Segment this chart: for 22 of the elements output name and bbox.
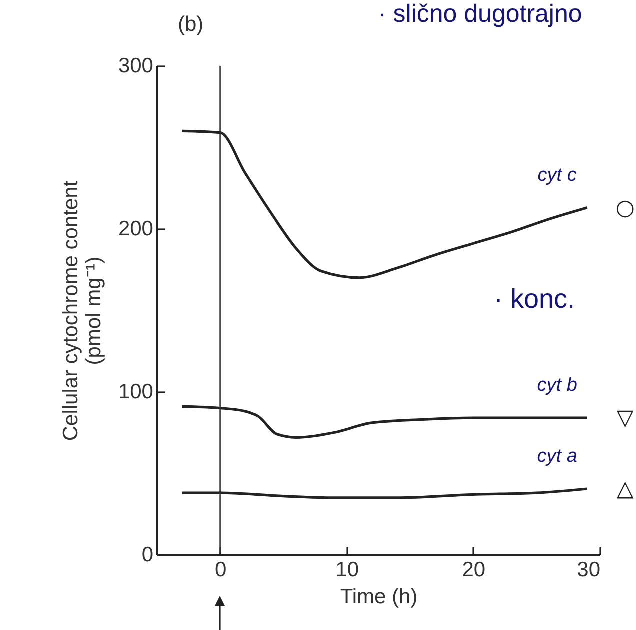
chart-title: (b) bbox=[178, 13, 204, 36]
line-series bbox=[181, 488, 589, 500]
x-axis-title: Time (h) bbox=[340, 586, 418, 608]
series-label: cyt a bbox=[537, 446, 578, 467]
annotation: · konc. bbox=[494, 284, 576, 315]
text: ○ bbox=[616, 196, 635, 221]
line-series bbox=[181, 405, 589, 439]
x-tick-label: 20 bbox=[462, 558, 486, 582]
y-tick-label: 300 bbox=[118, 54, 154, 78]
y-axis-title: Cellular cytochrome content (pmol mg⁻¹) bbox=[59, 180, 106, 442]
y-tick-label: 200 bbox=[118, 218, 154, 240]
series-label: cyt c bbox=[538, 164, 578, 186]
y-tick-label: 100 bbox=[118, 380, 154, 404]
text: ▽ bbox=[616, 406, 634, 432]
x-tick-label: 0 bbox=[214, 558, 227, 582]
x-tick-label: 10 bbox=[336, 558, 360, 582]
series-label: cyt b bbox=[537, 375, 578, 396]
x-tick-label: 30 bbox=[577, 558, 600, 582]
text: · slično dugotrajno bbox=[378, 0, 582, 29]
text: △ bbox=[616, 476, 634, 502]
y-tick-label: 0 bbox=[142, 544, 154, 566]
line-series bbox=[181, 130, 589, 280]
